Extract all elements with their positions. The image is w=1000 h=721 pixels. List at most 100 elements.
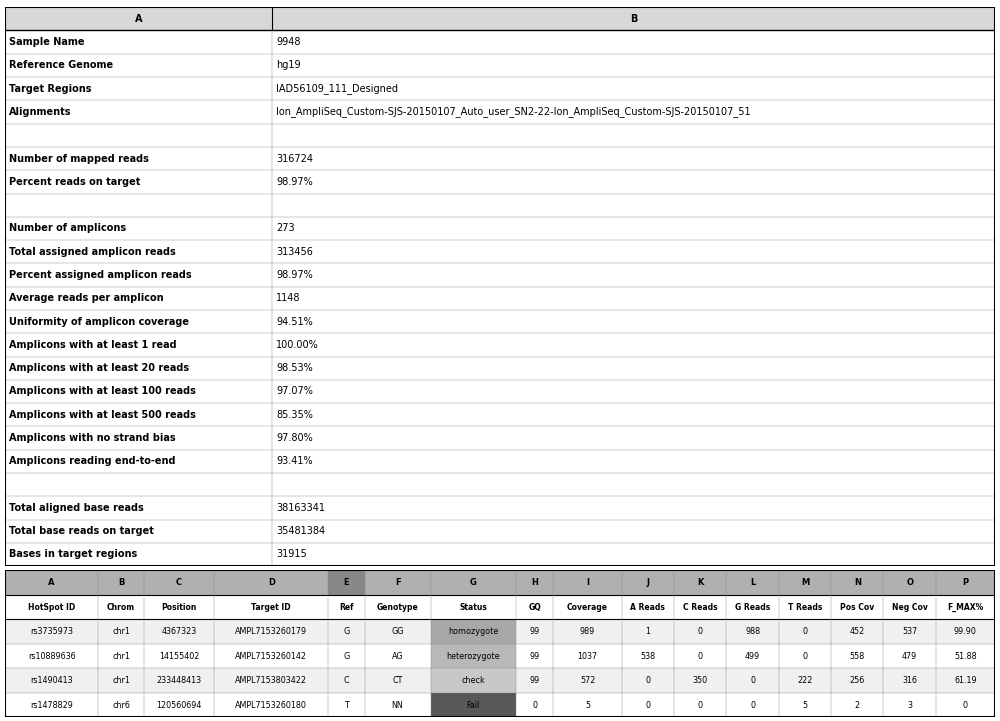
Text: Ion_AmpliSeq_Custom-SJS-20150107_Auto_user_SN2-22-Ion_AmpliSeq_Custom-SJS-201501: Ion_AmpliSeq_Custom-SJS-20150107_Auto_us… (276, 107, 751, 118)
Text: H: H (531, 578, 538, 587)
Text: rs1478829: rs1478829 (30, 701, 73, 709)
Bar (5, 100, 995, 123)
Text: 0: 0 (750, 701, 755, 709)
Bar (5, 356, 995, 380)
Text: G Reads: G Reads (735, 603, 770, 611)
Text: Reference Genome: Reference Genome (9, 61, 113, 71)
Text: Sample Name: Sample Name (9, 37, 84, 47)
Bar (5, 123, 995, 147)
Bar (5, 263, 995, 287)
Bar (5, 426, 995, 450)
Text: 572: 572 (580, 676, 595, 685)
Text: 99: 99 (530, 652, 540, 660)
Bar (5, 240, 995, 263)
Text: G: G (343, 627, 350, 636)
Bar (5, 496, 995, 520)
Text: K: K (697, 578, 703, 587)
Text: 989: 989 (580, 627, 595, 636)
Text: NN: NN (392, 701, 403, 709)
Text: 99: 99 (530, 627, 540, 636)
Bar (5, 570, 995, 595)
Bar (5, 77, 995, 100)
Bar (5, 668, 995, 693)
Bar (5, 30, 995, 54)
Text: G: G (343, 652, 350, 660)
Bar (431, 693, 516, 717)
Text: 99: 99 (530, 676, 540, 685)
Text: 0: 0 (698, 701, 703, 709)
Text: Total base reads on target: Total base reads on target (9, 526, 154, 536)
Text: Pos Cov: Pos Cov (840, 603, 874, 611)
Text: Number of amplicons: Number of amplicons (9, 224, 126, 234)
Text: 97.80%: 97.80% (276, 433, 313, 443)
Text: Amplicons with at least 1 read: Amplicons with at least 1 read (9, 340, 177, 350)
Text: 3: 3 (907, 701, 912, 709)
Bar (5, 473, 995, 496)
Text: 0: 0 (698, 627, 703, 636)
Text: heterozygote: heterozygote (446, 652, 500, 660)
Text: Target ID: Target ID (251, 603, 291, 611)
Text: G: G (470, 578, 477, 587)
Text: rs10889636: rs10889636 (28, 652, 75, 660)
Bar (5, 520, 995, 543)
Bar (5, 170, 995, 193)
Bar (5, 450, 995, 473)
Text: 0: 0 (698, 652, 703, 660)
Bar (5, 193, 995, 217)
Text: IAD56109_111_Designed: IAD56109_111_Designed (276, 83, 398, 94)
Text: hg19: hg19 (276, 61, 301, 71)
Bar (5, 644, 995, 668)
Text: 350: 350 (693, 676, 708, 685)
Text: Target Regions: Target Regions (9, 84, 91, 94)
Text: check: check (461, 676, 485, 685)
Text: homozygote: homozygote (448, 627, 498, 636)
Text: 0: 0 (750, 676, 755, 685)
Bar (5, 619, 995, 644)
Text: 120560694: 120560694 (156, 701, 202, 709)
Text: Neg Cov: Neg Cov (892, 603, 928, 611)
Text: 98.97%: 98.97% (276, 177, 313, 187)
Text: 100.00%: 100.00% (276, 340, 319, 350)
Bar (5, 693, 995, 717)
Text: Percent assigned amplicon reads: Percent assigned amplicon reads (9, 270, 192, 280)
Text: 1037: 1037 (578, 652, 598, 660)
Text: Position: Position (161, 603, 197, 611)
Text: 558: 558 (850, 652, 865, 660)
Text: 51.88: 51.88 (954, 652, 977, 660)
Text: 233448413: 233448413 (157, 676, 202, 685)
Text: Total assigned amplicon reads: Total assigned amplicon reads (9, 247, 176, 257)
Text: Uniformity of amplicon coverage: Uniformity of amplicon coverage (9, 317, 189, 327)
Text: 0: 0 (645, 676, 650, 685)
Bar (5, 380, 995, 403)
Text: AMPL7153260179: AMPL7153260179 (235, 627, 307, 636)
Bar (431, 644, 516, 668)
Text: AMPL7153260142: AMPL7153260142 (235, 652, 307, 660)
Text: 38163341: 38163341 (276, 503, 325, 513)
Text: 316724: 316724 (276, 154, 313, 164)
Text: F_MAX%: F_MAX% (947, 603, 984, 611)
Text: 94.51%: 94.51% (276, 317, 313, 327)
Text: chr1: chr1 (112, 676, 130, 685)
Text: C: C (344, 676, 349, 685)
Text: 9948: 9948 (276, 37, 301, 47)
Text: Total aligned base reads: Total aligned base reads (9, 503, 144, 513)
Text: A: A (135, 14, 142, 24)
Text: chr1: chr1 (112, 627, 130, 636)
Text: C: C (176, 578, 182, 587)
Text: M: M (801, 578, 809, 587)
Text: L: L (750, 578, 755, 587)
Bar (431, 668, 516, 693)
Text: 31915: 31915 (276, 549, 307, 559)
Text: Amplicons with at least 20 reads: Amplicons with at least 20 reads (9, 363, 189, 373)
Text: N: N (854, 578, 861, 587)
Bar (5, 403, 995, 426)
Text: 97.07%: 97.07% (276, 386, 313, 397)
Text: 98.97%: 98.97% (276, 270, 313, 280)
Bar (5, 7, 995, 30)
Text: Ref: Ref (339, 603, 354, 611)
Text: 0: 0 (802, 627, 807, 636)
Text: 452: 452 (850, 627, 865, 636)
Text: I: I (586, 578, 589, 587)
Text: A: A (48, 578, 55, 587)
Text: rs3735973: rs3735973 (30, 627, 73, 636)
